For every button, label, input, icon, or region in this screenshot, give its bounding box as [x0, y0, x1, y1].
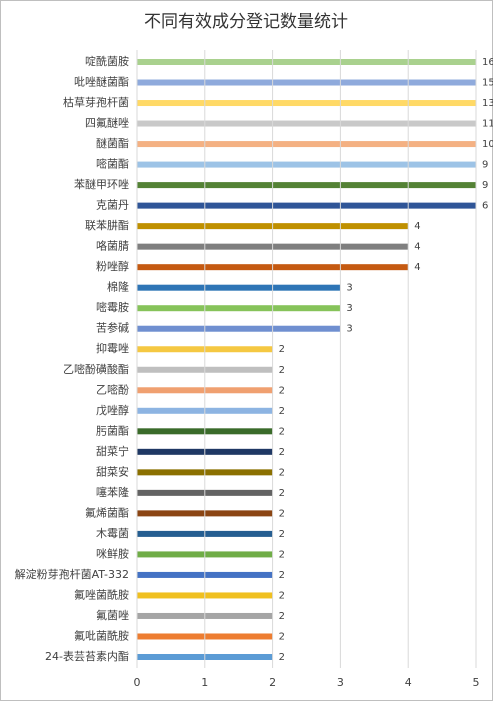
- chart-title: 不同有效成分登记数量统计: [144, 12, 348, 32]
- bar: [137, 59, 477, 65]
- data-label: 3: [346, 283, 352, 294]
- data-label: 2: [279, 385, 285, 396]
- data-label: 3: [346, 303, 352, 314]
- data-label: 2: [279, 590, 285, 601]
- data-label: 3: [346, 324, 352, 335]
- x-tick-label: 3: [337, 676, 344, 689]
- x-tick-label: 4: [405, 676, 412, 689]
- data-label: 16: [482, 57, 493, 68]
- y-tick-label: 甜菜宁: [96, 444, 129, 458]
- y-tick-label: 噻苯隆: [96, 485, 129, 499]
- y-tick-label: 甜菜安: [96, 464, 129, 478]
- data-label: 2: [279, 488, 285, 499]
- bar: [137, 120, 477, 127]
- y-tick-label: 解淀粉芽孢杆菌AT-332: [15, 567, 129, 581]
- y-tick-label: 戊唑醇: [96, 403, 129, 417]
- x-tick-label: 5: [473, 676, 480, 689]
- y-tick-label: 嘧菌酯: [96, 157, 129, 171]
- data-label: 2: [279, 549, 285, 560]
- data-label: 2: [279, 570, 285, 581]
- bar: [137, 202, 477, 209]
- data-label: 2: [279, 467, 285, 478]
- y-tick-label: 棉隆: [107, 280, 129, 294]
- y-tick-label: 枯草芽孢杆菌: [63, 95, 129, 109]
- y-tick-label: 啶酰菌胺: [85, 54, 129, 68]
- data-label: 4: [414, 221, 420, 232]
- y-tick-label: 抑霉唑: [96, 341, 129, 355]
- y-tick-label: 氟烯菌酯: [85, 506, 129, 519]
- bar: [137, 79, 477, 86]
- y-tick-label: 克菌丹: [96, 199, 129, 212]
- x-tick-label: 0: [134, 676, 141, 689]
- data-label: 2: [279, 406, 285, 417]
- bar: [137, 284, 341, 291]
- data-label: 4: [414, 262, 420, 273]
- bar: [137, 161, 477, 168]
- data-label: 2: [279, 611, 285, 622]
- data-label: 11: [482, 119, 493, 130]
- y-tick-label: 氟唑菌酰胺: [74, 587, 129, 601]
- y-tick-label: 咪鲜胺: [96, 546, 129, 560]
- y-tick-label: 苯醚甲环唑: [74, 177, 129, 191]
- data-label: 10: [482, 139, 493, 150]
- bar: [137, 325, 341, 332]
- data-label: 9: [482, 180, 488, 191]
- y-tick-label: 氟菌唑: [96, 609, 129, 622]
- y-tick-label: 四氟醚唑: [85, 116, 129, 130]
- y-tick-label: 醚菌酯: [96, 136, 129, 150]
- y-tick-label: 乙嘧酚磺酸酯: [63, 362, 129, 376]
- data-label: 15: [482, 78, 493, 89]
- bar: [137, 141, 477, 148]
- data-label: 9: [482, 160, 488, 171]
- y-tick-label: 咯菌腈: [96, 239, 129, 253]
- data-label: 2: [279, 529, 285, 540]
- data-label: 4: [414, 242, 420, 253]
- y-tick-label: 苦参碱: [96, 321, 129, 335]
- data-label: 2: [279, 426, 285, 437]
- y-tick-label: 嘧霉胺: [96, 300, 129, 314]
- y-tick-label: 肟菌酯: [96, 424, 129, 437]
- data-label: 2: [279, 631, 285, 642]
- data-label: 2: [279, 447, 285, 458]
- bar: [137, 100, 477, 107]
- x-tick-label: 1: [201, 676, 208, 689]
- y-tick-label: 氟吡菌酰胺: [74, 628, 129, 642]
- data-label: 13: [482, 98, 493, 109]
- y-tick-label: 24-表芸苔素内酯: [45, 649, 129, 663]
- bar: [137, 182, 477, 189]
- x-tick-label: 2: [269, 676, 276, 689]
- y-tick-label: 吡唑醚菌酯: [74, 75, 129, 89]
- y-tick-label: 粉唑醇: [96, 259, 129, 273]
- bar: [137, 305, 341, 312]
- data-label: 2: [279, 508, 285, 519]
- y-tick-label: 联苯肼酯: [85, 218, 129, 232]
- data-label: 6: [482, 201, 488, 212]
- y-tick-label: 木霉菌: [96, 527, 129, 540]
- data-label: 2: [279, 344, 285, 355]
- data-label: 2: [279, 365, 285, 376]
- y-tick-label: 乙嘧酚: [96, 382, 129, 396]
- data-label: 2: [279, 652, 285, 663]
